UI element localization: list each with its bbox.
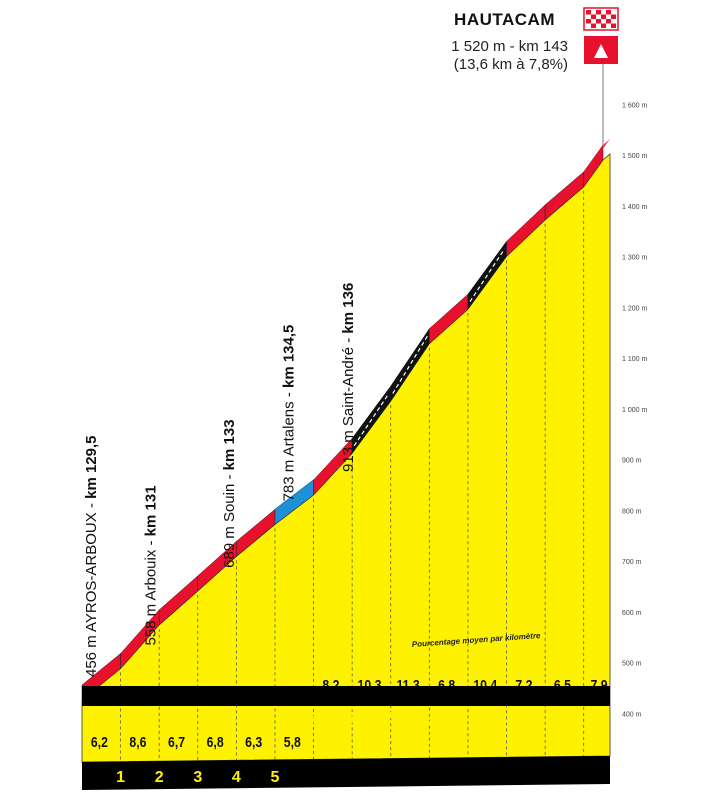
km-number-label: 11 — [498, 710, 515, 727]
waypoint-name: 783 m Artalens - — [280, 388, 297, 501]
gradient-tape-top — [120, 603, 167, 654]
y-tick-label: 700 m — [622, 559, 642, 566]
gradient-tape-top — [159, 569, 205, 610]
y-tick-label: 900 m — [622, 458, 642, 465]
summit-detail: 1 520 m - km 143 — [451, 38, 568, 55]
checkered-flag-cell — [586, 10, 591, 15]
gradient-tape-top — [274, 473, 321, 510]
gradient-tape-top — [390, 322, 437, 387]
checkered-flag-cell — [596, 10, 601, 15]
gradient-tape-top — [82, 647, 128, 685]
km-number-label: 4 — [232, 769, 241, 786]
gradient-tape-top — [352, 380, 398, 439]
steep-dash-line — [353, 393, 390, 447]
y-tick-label: 1 200 m — [622, 305, 647, 312]
waypoint-label: 456 m AYROS-ARBOUX - km 129,5 — [83, 436, 100, 678]
checkered-flag-cell — [611, 14, 616, 19]
km-number-label: 10 — [459, 710, 477, 727]
y-tick-label: 1 300 m — [622, 255, 647, 262]
km-number-label: 13 — [575, 710, 593, 727]
km-number-label: 3 — [193, 769, 202, 786]
km-number-label: 1 — [116, 769, 125, 786]
waypoint-label: 913 m Saint-André - km 136 — [340, 283, 357, 472]
checkered-flag-cell — [596, 19, 601, 24]
y-tick-label: 1 100 m — [622, 356, 647, 363]
gradient-value-label: 5,8 — [284, 734, 301, 750]
km-number-label: 9 — [425, 710, 434, 727]
gradient-tape-top — [467, 235, 514, 295]
y-tick-label: 500 m — [622, 661, 642, 668]
gradient-value-label: 6,7 — [168, 734, 185, 750]
waypoint-name: 558 m Arbouix - — [142, 536, 159, 645]
waypoint-label: 783 m Artalens - km 134,5 — [280, 325, 297, 502]
gradient-tape-top — [429, 288, 475, 329]
gradient-value-label: 8,6 — [129, 734, 146, 750]
y-tick-label: 600 m — [622, 610, 642, 617]
waypoint-km: km 131 — [142, 485, 159, 536]
checkered-flag-cell — [606, 19, 611, 24]
checkered-flag-cell — [606, 10, 611, 15]
waypoint-name: 689 m Souin - — [221, 470, 238, 568]
gradient-tape-top — [545, 165, 591, 205]
checkered-flag-cell — [601, 23, 606, 28]
y-tick-label: 400 m — [622, 711, 642, 718]
y-tick-label: 800 m — [622, 508, 642, 515]
gradient-tape-top — [506, 198, 553, 242]
km-number-label: 5 — [271, 769, 280, 786]
gradient-value-label: 6,3 — [245, 734, 262, 750]
waypoint-km: km 136 — [340, 283, 357, 334]
y-tick-label: 1 600 m — [622, 102, 647, 109]
checkered-flag-cell — [591, 14, 596, 19]
gradient-value-label: 6,8 — [207, 734, 224, 750]
waypoint-label: 689 m Souin - km 133 — [221, 419, 238, 567]
km-upper-band — [82, 686, 610, 706]
checkered-flag-cell — [591, 23, 596, 28]
y-tick-label: 1 500 m — [622, 153, 647, 160]
summit-climb: (13,6 km à 7,8%) — [453, 56, 568, 73]
gradient-tape-top — [313, 432, 360, 480]
gradient-tape-top — [197, 535, 244, 576]
km-number-label: 8 — [386, 710, 395, 727]
gradient-tape-top — [236, 503, 282, 542]
waypoint-km: km 133 — [221, 419, 238, 470]
mountain-icon — [594, 44, 608, 58]
km-number-label: 7 — [348, 710, 357, 727]
summit-name: HAUTACAM — [454, 10, 555, 29]
checkered-flag-cell — [586, 19, 591, 24]
y-tick-label: 1 400 m — [622, 204, 647, 211]
y-tick-label: 1 000 m — [622, 407, 647, 414]
gradient-tape-top — [583, 139, 610, 172]
km-number-label: 6 — [309, 710, 318, 727]
steep-dash-line — [469, 248, 506, 303]
gradient-value-label: 6,2 — [91, 734, 108, 750]
waypoint-km: km 134,5 — [280, 325, 297, 388]
checkered-flag-cell — [601, 14, 606, 19]
waypoint-label: 558 m Arbouix - km 131 — [142, 485, 159, 645]
km-number-label: 12 — [536, 710, 554, 727]
waypoint-name: 913 m Saint-André - — [340, 334, 357, 472]
checkered-flag-cell — [611, 23, 616, 28]
waypoint-km: km 129,5 — [83, 436, 100, 499]
km-base-band — [82, 756, 610, 790]
km-number-label: 2 — [155, 769, 164, 786]
waypoint-name: 456 m AYROS-ARBOUX - — [83, 499, 100, 677]
